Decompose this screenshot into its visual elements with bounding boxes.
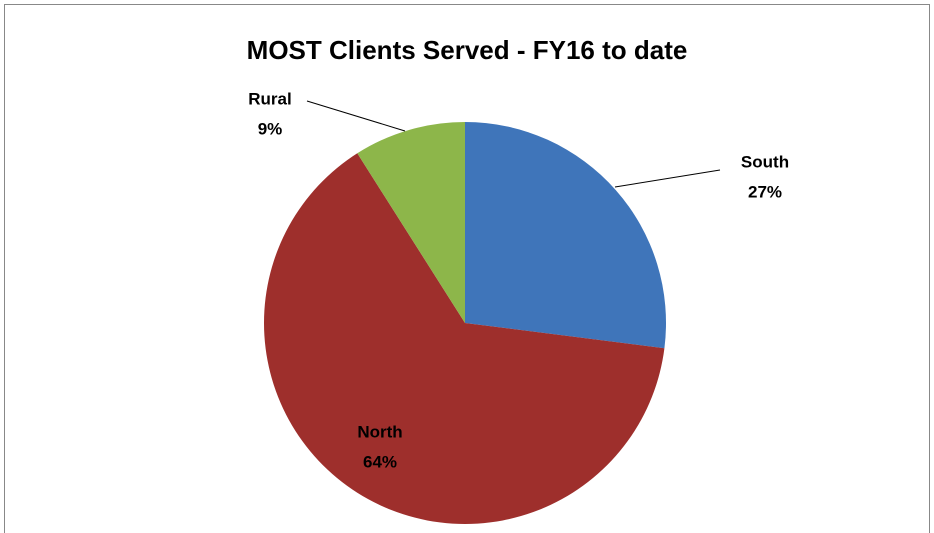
- slice-value-label: 9%: [258, 119, 283, 138]
- slice-label: North: [357, 422, 402, 441]
- slice-label: South: [741, 152, 789, 171]
- chart-title: MOST Clients Served - FY16 to date: [247, 35, 688, 65]
- pie-slice: [357, 122, 465, 323]
- pie-slice: [264, 153, 665, 524]
- leader-line: [306, 100, 406, 132]
- slice-label: Rural: [248, 89, 291, 108]
- slice-value-label: 27%: [748, 182, 782, 201]
- pie-slice: [465, 122, 666, 349]
- leader-line: [614, 169, 721, 188]
- slice-value-label: 64%: [363, 452, 397, 471]
